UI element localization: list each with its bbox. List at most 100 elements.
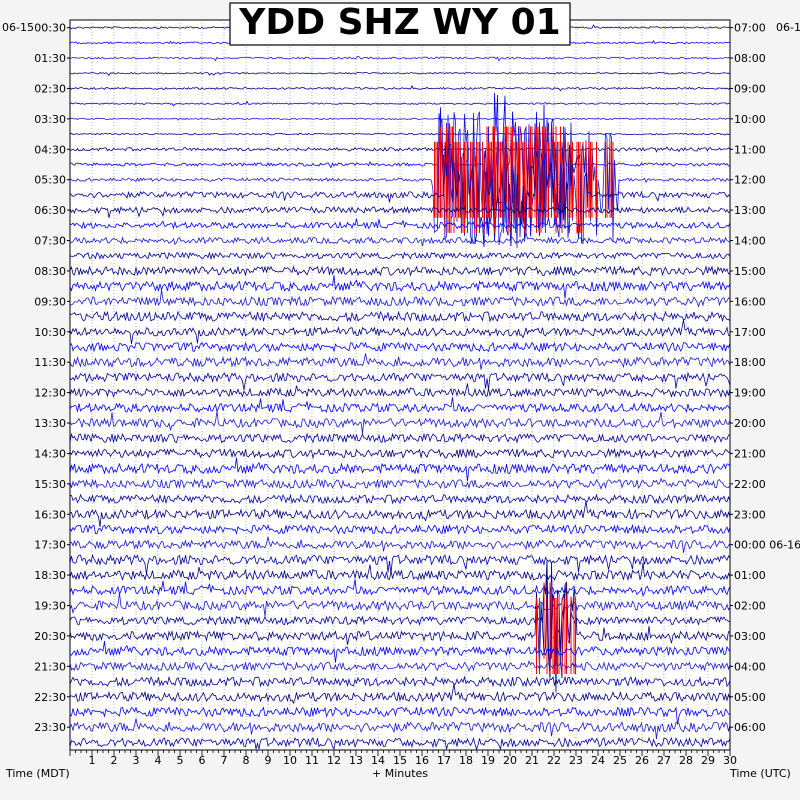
right-hour-label: 22:00 [734,478,766,491]
left-hour-label: 11:30 [34,356,66,369]
trace-row-17 [69,275,731,299]
trace-row-24 [69,383,731,399]
left-hour-label: 04:30 [34,143,66,156]
left-hour-label: 23:30 [34,721,66,734]
plot-background [69,19,731,751]
x-tick-label: 6 [199,754,206,767]
trace-row-5 [69,100,731,107]
trace-row-2 [69,55,731,62]
right-date-label: 06-1 [776,21,800,34]
x-axis-label: + Minutes [372,767,428,780]
trace-row-32 [69,500,731,528]
x-tick-label: 30 [723,754,737,767]
clipped-trace-row-40 [536,597,576,674]
right-hour-label: 12:00 [734,174,766,187]
right-hour-label: 11:00 [734,143,766,156]
right-hour-label: 20:00 [734,417,766,430]
axes: 00:30 01:30 02:30 03:30 04:30 05:30 06:30 07:30… [34,22,800,767]
right-hour-label: 14:00 [734,235,766,248]
left-hour-label: 17:30 [34,539,66,552]
trace-row-27 [69,432,731,444]
title-box [229,2,571,46]
right-hour-label: 02:00 [734,600,766,613]
x-tick-label: 17 [437,754,451,767]
left-hour-label: 14:30 [34,447,66,460]
right-hour-label: 01:00 [734,569,766,582]
trace-row-6 [69,117,731,121]
x-tick-label: 13 [349,754,363,767]
x-tick-label: 2 [111,754,118,767]
x-tick-label: 22 [547,754,561,767]
trace-row-3 [69,71,731,76]
trace-row-8 [69,146,731,153]
trace-row-16 [69,265,731,277]
right-hour-label: 21:00 [734,447,766,460]
left-hour-label: 07:30 [34,235,66,248]
x-tick-label: 29 [701,754,715,767]
x-tick-label: 25 [613,754,627,767]
x-tick-label: 24 [591,754,605,767]
x-tick-label: 26 [635,754,649,767]
left-hour-label: 19:30 [34,600,66,613]
trace-row-40 [69,573,731,693]
trace-row-41 [69,641,731,663]
left-hour-label: 12:30 [34,387,66,400]
trace-row-43 [69,675,731,688]
right-hour-label: 19:00 [734,387,766,400]
left-hour-label: 06:30 [34,204,66,217]
left-hour-label: 02:30 [34,82,66,95]
trace-row-21 [69,341,731,353]
trace-row-37 [69,579,731,597]
x-tick-label: 19 [481,754,495,767]
x-tick-label: 28 [679,754,693,767]
x-tick-label: 15 [393,754,407,767]
left-hour-label: 01:30 [34,52,66,65]
left-hour-label: 10:30 [34,326,66,339]
trace-row-20 [69,319,731,344]
x-tick-label: 1 [89,754,96,767]
left-hour-label: 22:30 [34,691,66,704]
x-tick-label: 8 [243,754,250,767]
right-hour-label: 23:00 [734,508,766,521]
trace-row-47 [69,736,731,751]
x-tick-label: 9 [265,754,272,767]
trace-row-29 [69,457,731,482]
left-hour-label: 05:30 [34,174,66,187]
x-tick-label: 5 [177,754,184,767]
trace-row-23 [69,371,731,391]
left-hour-label: 03:30 [34,113,66,126]
right-axis-label: Time (UTC) [729,767,791,780]
x-tick-label: 12 [327,754,341,767]
x-tick-label: 7 [221,754,228,767]
trace-row-12 [69,205,731,218]
right-hour-label: 05:00 [734,691,766,704]
left-hour-label: 08:30 [34,265,66,278]
trace-row-38 [69,592,731,617]
trace-row-39 [69,560,731,668]
right-hour-label: 07:00 [734,22,766,35]
x-tick-label: 23 [569,754,583,767]
trace-row-7 [69,132,731,136]
left-hour-label: 20:30 [34,630,66,643]
trace-row-19 [69,310,731,323]
left-hour-label: 21:30 [34,660,66,673]
trace-row-46 [69,718,731,740]
trace-row-28 [69,447,731,460]
trace-row-15 [69,251,731,261]
trace-row-9 [69,92,731,237]
x-tick-label: 10 [283,754,297,767]
right-hour-label: 04:00 [734,660,766,673]
x-tick-label: 14 [371,754,385,767]
right-hour-label: 16:00 [734,295,766,308]
left-hour-label: 16:30 [34,508,66,521]
trace-row-14 [69,232,731,247]
x-tick-label: 3 [133,754,140,767]
right-hour-label: 15:00 [734,265,766,278]
trace-row-44 [69,683,731,705]
right-hour-label: 03:00 [734,630,766,643]
trace-row-11 [69,142,731,248]
left-hour-label: 18:30 [34,569,66,582]
right-hour-label: 10:00 [734,113,766,126]
x-tick-label: 18 [459,754,473,767]
right-hour-label: 06:00 [734,721,766,734]
